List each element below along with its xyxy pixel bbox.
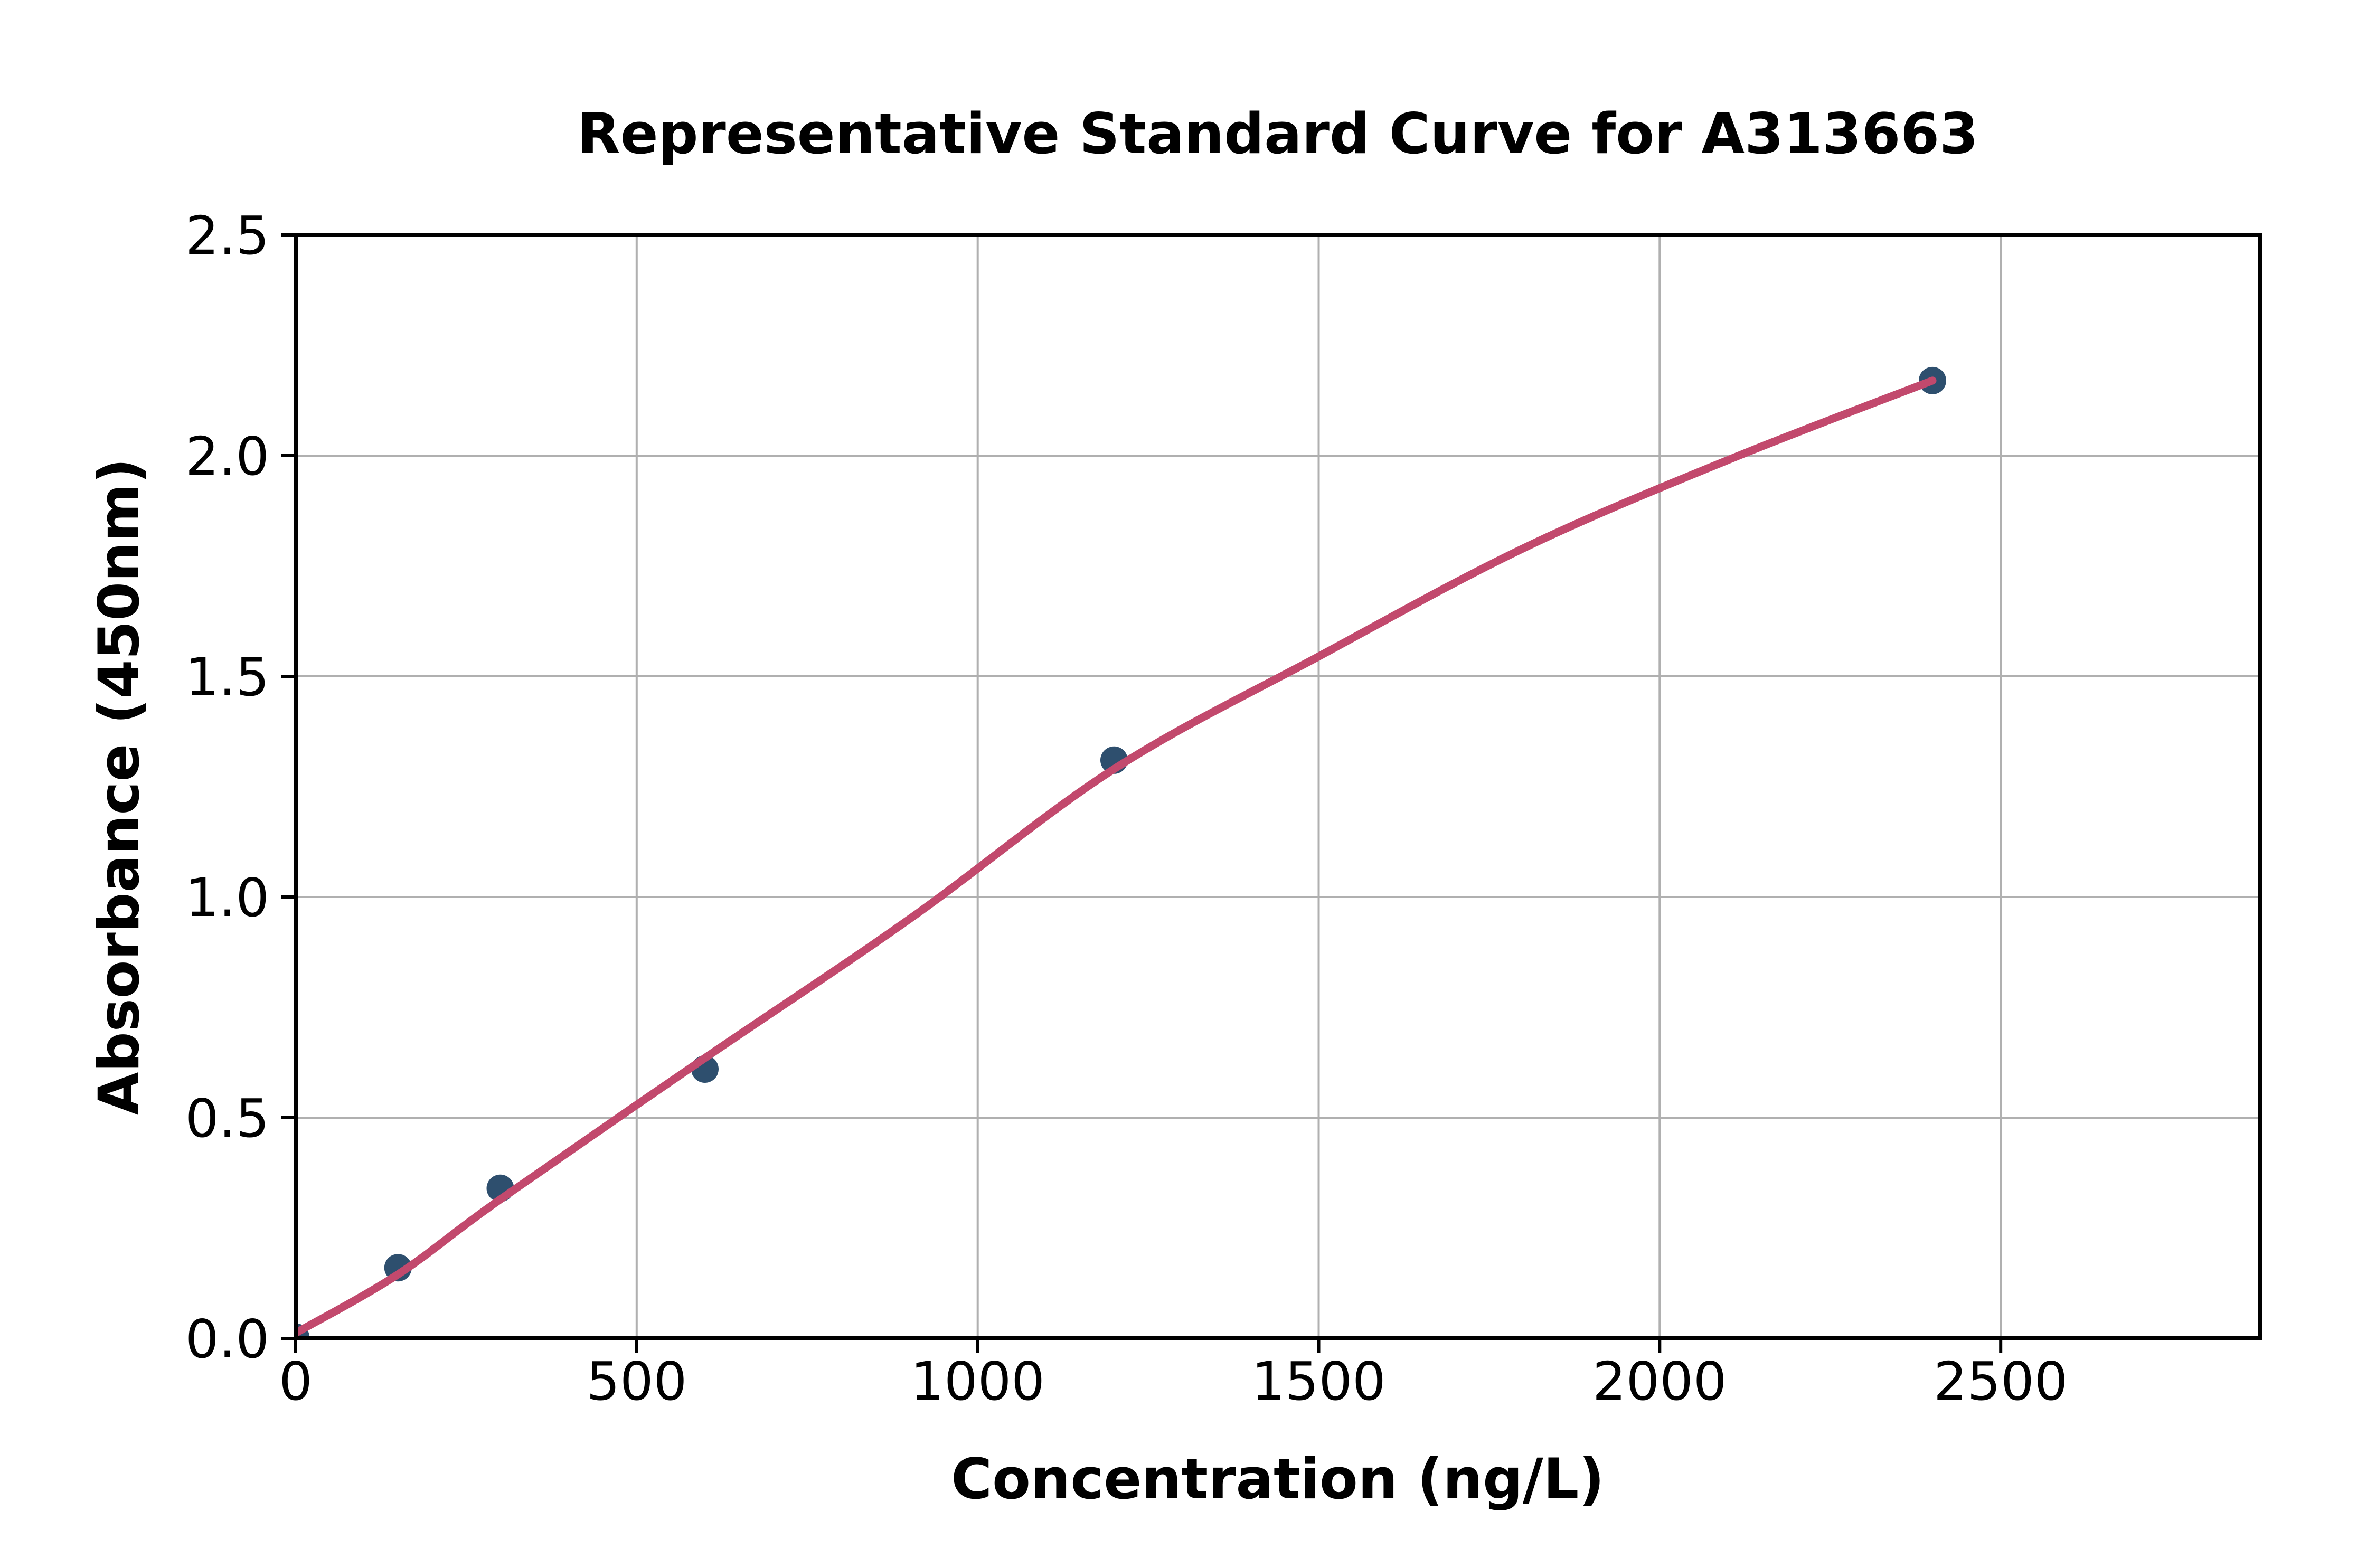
fit-curve (296, 376, 1937, 1337)
y-tick-label: 2.5 (185, 205, 269, 267)
x-tick-label: 2000 (1592, 1350, 1727, 1412)
data-points (296, 366, 1946, 1338)
x-tick-label: 1000 (910, 1350, 1045, 1412)
x-tick-label: 1500 (1251, 1350, 1386, 1412)
x-tick-label: 2500 (1934, 1350, 2068, 1412)
x-axis-label: Concentration (ng/L) (951, 1447, 1604, 1512)
y-tick-label: 0.0 (185, 1308, 269, 1370)
y-axis-ticks: 0.0 0.5 1.0 1.5 2.0 2.5 (185, 205, 296, 1370)
y-tick-label: 0.5 (185, 1088, 269, 1149)
gridlines (295, 234, 2260, 1339)
x-tick-label: 500 (586, 1350, 687, 1412)
axes-box (294, 233, 2262, 1340)
y-tick-label: 1.5 (185, 646, 269, 708)
plot-border (294, 233, 2262, 1340)
y-tick-label: 1.0 (185, 867, 269, 929)
chart-title: Representative Standard Curve for A31366… (577, 101, 1978, 166)
y-tick-label: 2.0 (185, 426, 269, 487)
y-axis-label: Absorbance (450nm) (87, 458, 152, 1116)
x-axis-ticks: 0 500 1000 1500 2000 2500 (279, 1338, 2068, 1412)
x-tick-label: 0 (279, 1350, 313, 1412)
fitted-curve-line (296, 376, 1937, 1337)
